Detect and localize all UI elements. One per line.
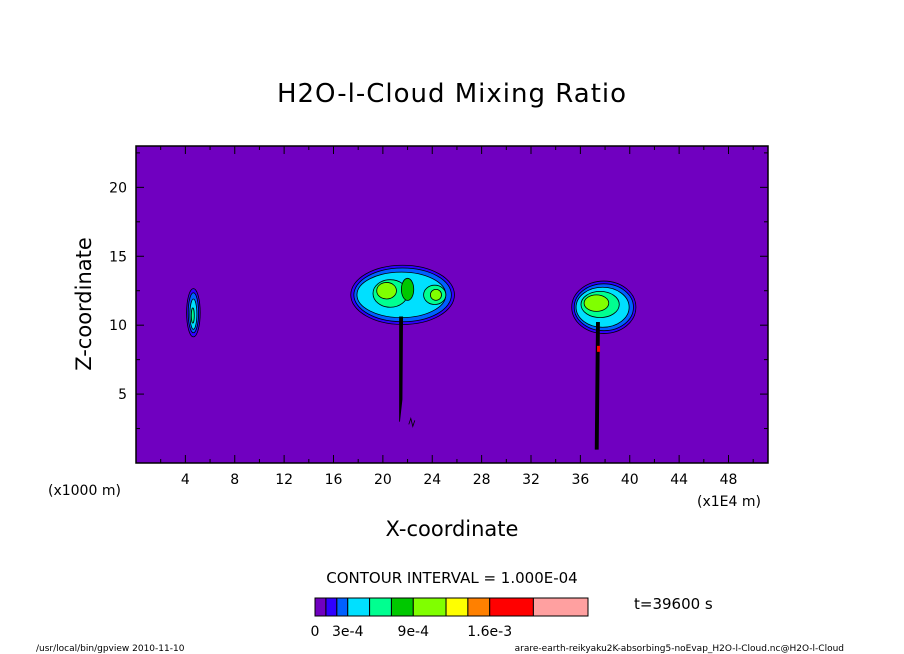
x-tick-label: 4 <box>181 472 190 488</box>
plot-area <box>136 146 768 463</box>
y-tick-label: 5 <box>118 387 127 403</box>
cloud-1-contour <box>190 307 195 324</box>
cloud-3-stem <box>594 322 600 450</box>
x-tick-label: 20 <box>374 472 392 488</box>
colorbar-swatch <box>445 597 469 617</box>
chart-title: H2O-l-Cloud Mixing Ratio <box>277 79 627 109</box>
colorbar-label: 1.6e-3 <box>467 624 512 640</box>
colorbar-label: 9e-4 <box>398 624 430 640</box>
x-axis-label: X-coordinate <box>386 517 519 541</box>
colorbar-swatch <box>325 597 338 617</box>
cloud-2-fragment <box>408 416 416 428</box>
x-tick-label: 16 <box>325 472 343 488</box>
time-label: t=39600 s <box>634 595 713 613</box>
contour-interval-label: CONTOUR INTERVAL = 1.000E-04 <box>326 569 577 587</box>
x-tick-label: 8 <box>230 472 239 488</box>
y-tick-label: 15 <box>109 249 127 265</box>
x-tick-label: 36 <box>571 472 589 488</box>
colorbar-swatch <box>489 597 534 617</box>
x-tick-label: 40 <box>621 472 639 488</box>
colorbar-swatch <box>369 597 392 617</box>
cloud-2-contour <box>400 277 415 301</box>
colorbar-swatch <box>532 597 589 617</box>
plot-frame <box>135 145 769 464</box>
colorbar-swatch <box>390 597 414 617</box>
y-tick-label: 10 <box>109 318 127 334</box>
colorbar-swatch <box>467 597 491 617</box>
colorbar <box>314 597 589 617</box>
x-tick-label: 32 <box>522 472 540 488</box>
y-tick-label: 20 <box>109 180 127 196</box>
colorbar-swatch <box>336 597 349 617</box>
x-tick-label: 48 <box>720 472 738 488</box>
x-unit-left: (x1000 m) <box>48 483 121 499</box>
cloud-2-contour <box>376 282 397 300</box>
colorbar-swatch <box>347 597 371 617</box>
x-tick-label: 24 <box>423 472 441 488</box>
x-tick-label: 44 <box>670 472 688 488</box>
y-axis-label: Z-coordinate <box>72 237 96 371</box>
colorbar-swatch <box>412 597 447 617</box>
cloud-3-core <box>597 345 601 352</box>
cloud-2-contour <box>429 288 442 301</box>
footer-right: arare-earth-reikyaku2K-absorbing5-noEvap… <box>515 644 844 654</box>
cloud-3-contour <box>583 294 610 312</box>
x-tick-label: 28 <box>473 472 491 488</box>
colorbar-label: 0 <box>311 624 320 640</box>
colorbar-label: 3e-4 <box>332 624 364 640</box>
footer-left: /usr/local/bin/gpview 2010-11-10 <box>36 644 185 654</box>
x-tick-label: 12 <box>275 472 293 488</box>
colorbar-swatch <box>314 597 327 617</box>
cloud-2-stem <box>399 316 404 422</box>
x-unit-right: (x1E4 m) <box>697 494 761 510</box>
